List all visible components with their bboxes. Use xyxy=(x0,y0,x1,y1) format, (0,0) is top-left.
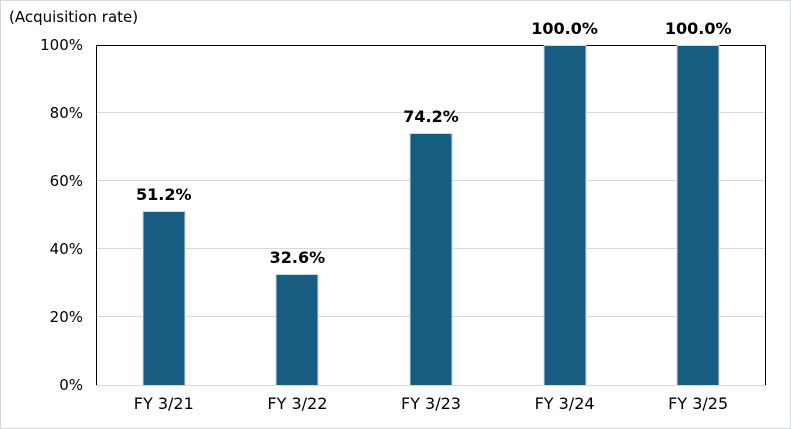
bar-value-label: 100.0% xyxy=(531,19,598,38)
x-axis-tick-label: FY 3/22 xyxy=(267,394,328,413)
bar-slot: 74.2% xyxy=(364,45,498,385)
bar-slot: 51.2% xyxy=(97,45,231,385)
y-axis: 100% 80% 60% 40% 20% 0% xyxy=(1,1,83,428)
bar xyxy=(543,45,587,385)
y-axis-tick-label: 40% xyxy=(49,240,83,258)
y-axis-tick-label: 0% xyxy=(59,376,83,394)
bar xyxy=(676,45,720,385)
x-axis-labels: FY 3/21 FY 3/22 FY 3/23 FY 3/24 FY 3/25 xyxy=(97,394,765,413)
plot-top-border xyxy=(96,45,766,46)
bar xyxy=(275,274,319,385)
bar-value-label: 100.0% xyxy=(664,19,732,38)
bar xyxy=(409,132,453,385)
x-axis-tick-label: FY 3/25 xyxy=(668,394,729,413)
bar-slot: 100.0% xyxy=(631,20,765,385)
y-axis-tick-label: 20% xyxy=(49,308,83,326)
x-axis-line xyxy=(96,385,766,386)
y-axis-tick-label: 60% xyxy=(49,172,83,190)
gridline xyxy=(97,112,765,113)
plot-area: 51.2% 32.6% 74.2% 100.0% 100.0% xyxy=(97,20,765,385)
bar xyxy=(142,210,186,385)
bar-value-label: 51.2% xyxy=(136,184,192,204)
bar-value-label: 74.2% xyxy=(403,106,459,126)
x-axis-tick-label: FY 3/23 xyxy=(400,394,461,413)
y-axis-line xyxy=(96,45,97,386)
bar-slot: 100.0% xyxy=(498,20,632,385)
chart-title: (Acquisition rate) xyxy=(9,8,139,26)
plot-right-border xyxy=(765,45,766,386)
y-axis-tick-label: 100% xyxy=(40,36,83,54)
bars-row: 51.2% 32.6% 74.2% 100.0% 100.0% xyxy=(97,20,765,385)
x-axis-tick-label: FY 3/21 xyxy=(133,394,194,413)
x-axis-tick-label: FY 3/24 xyxy=(534,394,595,413)
y-axis-tick-label: 80% xyxy=(49,104,83,122)
bar-slot: 32.6% xyxy=(231,45,365,385)
bar-value-label: 32.6% xyxy=(269,248,326,268)
